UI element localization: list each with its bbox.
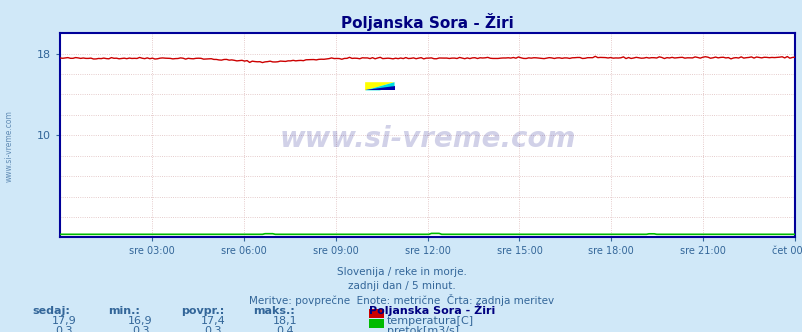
- Text: www.si-vreme.com: www.si-vreme.com: [5, 110, 14, 182]
- Text: maks.:: maks.:: [253, 306, 294, 316]
- Text: 17,4: 17,4: [200, 316, 225, 326]
- Text: Poljanska Sora - Žiri: Poljanska Sora - Žiri: [369, 304, 495, 316]
- Text: 0,3: 0,3: [204, 326, 221, 332]
- Text: 0,3: 0,3: [55, 326, 73, 332]
- Text: 17,9: 17,9: [52, 316, 76, 326]
- Text: temperatura[C]: temperatura[C]: [387, 316, 473, 326]
- Polygon shape: [365, 82, 394, 90]
- Text: 0,4: 0,4: [276, 326, 294, 332]
- Text: pretok[m3/s]: pretok[m3/s]: [387, 326, 459, 332]
- Text: zadnji dan / 5 minut.: zadnji dan / 5 minut.: [347, 281, 455, 290]
- Polygon shape: [365, 86, 394, 90]
- Text: Slovenija / reke in morje.: Slovenija / reke in morje.: [336, 267, 466, 277]
- Text: 18,1: 18,1: [273, 316, 297, 326]
- Text: Meritve: povprečne  Enote: metrične  Črta: zadnja meritev: Meritve: povprečne Enote: metrične Črta:…: [249, 294, 553, 306]
- Text: 16,9: 16,9: [128, 316, 152, 326]
- Text: povpr.:: povpr.:: [180, 306, 224, 316]
- Text: 0,3: 0,3: [132, 326, 149, 332]
- Text: min.:: min.:: [108, 306, 140, 316]
- Polygon shape: [365, 82, 394, 90]
- Text: www.si-vreme.com: www.si-vreme.com: [279, 125, 575, 153]
- Text: sedaj:: sedaj:: [32, 306, 70, 316]
- Title: Poljanska Sora - Žiri: Poljanska Sora - Žiri: [341, 13, 513, 31]
